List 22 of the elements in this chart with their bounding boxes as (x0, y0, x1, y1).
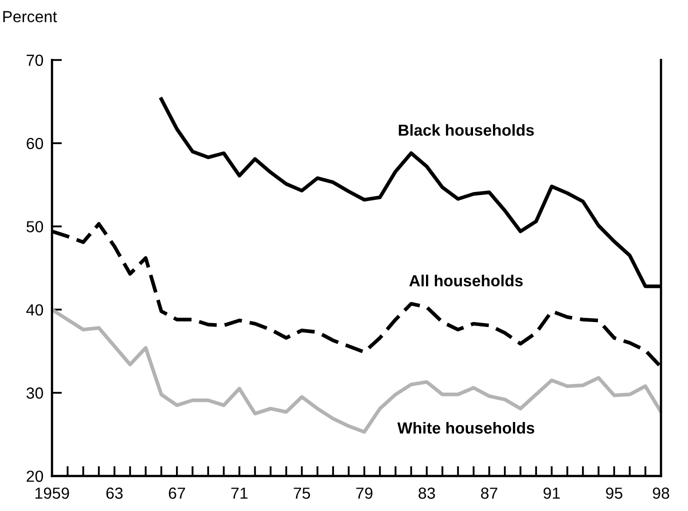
x-tick-label: 63 (106, 488, 123, 499)
y-axis-title: Percent (3, 11, 57, 22)
x-tick-label: 67 (168, 488, 186, 499)
x-tick-label: 91 (544, 488, 560, 499)
y-tick-label: 40 (26, 304, 44, 316)
x-tick-label: 95 (606, 488, 622, 499)
y-tick-label: 60 (26, 138, 44, 150)
x-tick-label: 71 (231, 488, 248, 499)
x-tick-label: 87 (481, 488, 498, 499)
y-tick-label: 50 (26, 221, 44, 232)
series-label: White households (397, 422, 534, 434)
y-tick-label: 70 (26, 54, 44, 66)
y-tick-label: 30 (26, 387, 44, 399)
series-label: All households (409, 274, 523, 286)
series-label: Black households (398, 124, 534, 136)
x-tick-label: 1959 (35, 488, 70, 499)
line-series (52, 308, 661, 434)
x-tick-label: 79 (356, 488, 372, 499)
x-tick-label: 98 (652, 488, 670, 499)
x-tick-label: 83 (418, 488, 435, 499)
y-tick-label: 20 (26, 470, 44, 482)
x-tick-label: 75 (294, 488, 310, 499)
